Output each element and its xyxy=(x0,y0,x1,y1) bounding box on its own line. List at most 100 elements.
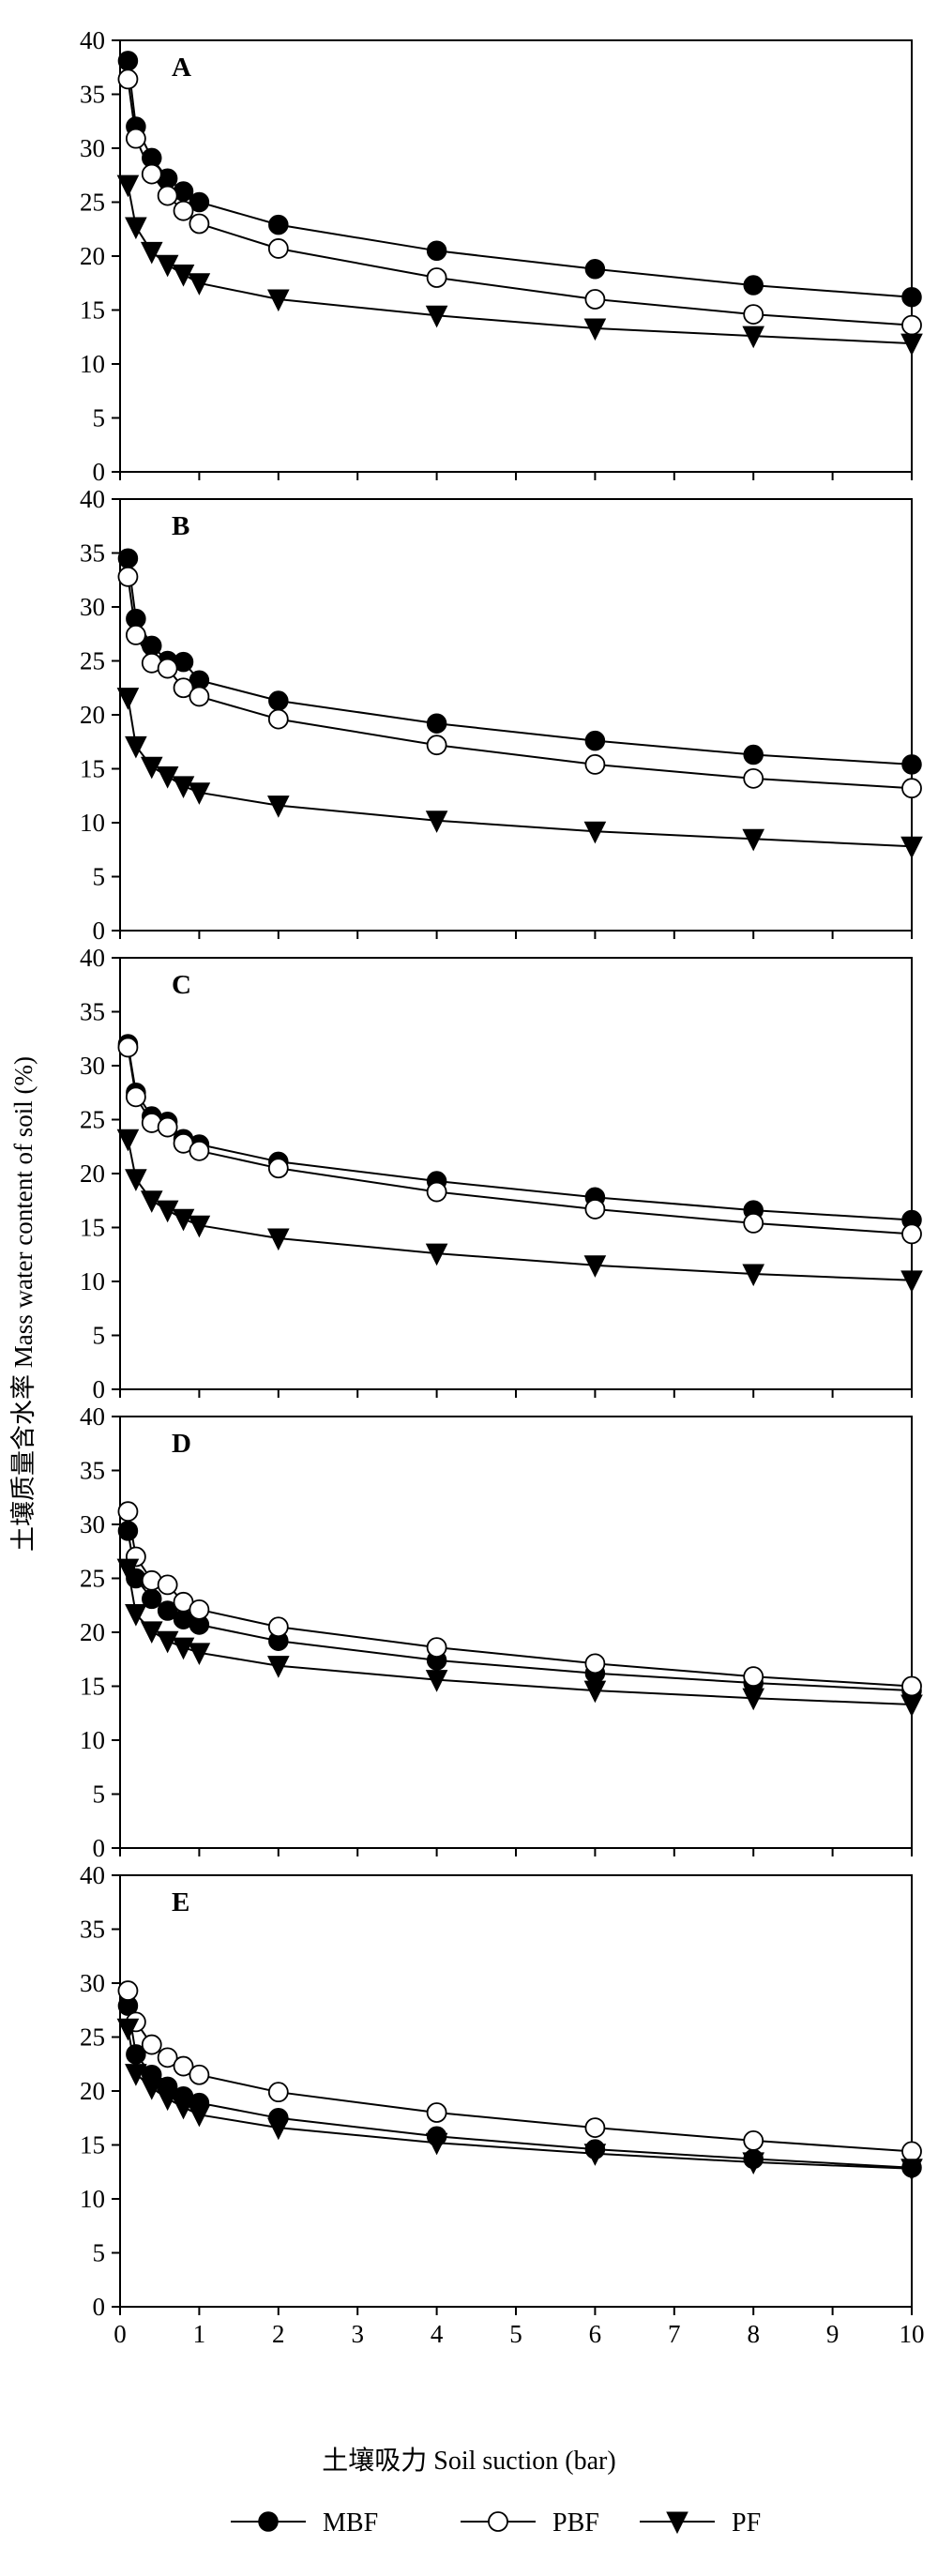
data-point xyxy=(900,333,923,356)
series-pf xyxy=(116,2018,923,2181)
data-point xyxy=(425,811,448,833)
data-point xyxy=(583,821,607,844)
data-point xyxy=(140,1621,163,1644)
data-point xyxy=(189,686,210,707)
data-point xyxy=(156,1630,179,1654)
plot-frame xyxy=(119,1874,913,2308)
legend-marker xyxy=(666,2511,688,2535)
data-point xyxy=(742,1688,765,1711)
y-tick-label: 5 xyxy=(93,404,106,432)
y-tick-label: 5 xyxy=(93,2239,106,2267)
panel-a: 0 5 10 15 20 25 30 35 40 A xyxy=(80,26,923,486)
y-tick-label: 40 xyxy=(80,26,105,54)
series-line-pbf xyxy=(127,1047,913,1235)
y-tick-label: 20 xyxy=(80,1618,105,1646)
y-tick-label: 0 xyxy=(93,917,106,945)
y-tick-label: 30 xyxy=(80,1052,105,1080)
y-tick-label: 35 xyxy=(80,998,105,1026)
data-point xyxy=(742,326,765,349)
data-point xyxy=(901,2141,922,2162)
y-tick-label: 15 xyxy=(80,755,105,783)
y-tick-label: 10 xyxy=(80,809,105,837)
data-point xyxy=(266,796,290,818)
data-point xyxy=(426,1181,447,1203)
data-point xyxy=(426,1637,447,1658)
data-point xyxy=(584,1199,606,1220)
y-tick-label: 40 xyxy=(80,1402,105,1431)
data-point xyxy=(584,259,606,280)
y-tick-label: 20 xyxy=(80,242,105,270)
data-point xyxy=(117,1521,139,1541)
data-point xyxy=(583,318,607,341)
data-point xyxy=(267,2082,289,2103)
data-point xyxy=(173,200,194,221)
data-point xyxy=(188,273,211,295)
data-point xyxy=(266,289,290,312)
data-point xyxy=(901,1223,922,1245)
data-point xyxy=(125,2064,147,2086)
panel-d: 0 5 10 15 20 25 30 35 40 D xyxy=(80,1402,923,1862)
data-point xyxy=(116,2018,140,2041)
data-point xyxy=(117,1501,139,1523)
data-point xyxy=(125,625,146,645)
series-mbf xyxy=(117,1521,922,1701)
data-point xyxy=(156,2088,179,2112)
y-tick-label: 30 xyxy=(80,593,105,621)
data-point xyxy=(743,304,764,326)
y-tick-label: 0 xyxy=(93,458,106,486)
data-point xyxy=(425,1670,448,1692)
series-pf xyxy=(116,174,923,356)
plot-frame xyxy=(119,39,913,473)
data-point xyxy=(900,1694,923,1718)
y-tick-label: 15 xyxy=(80,296,105,325)
data-point xyxy=(157,2047,178,2068)
y-tick-label: 30 xyxy=(80,1510,105,1538)
y-tick-label: 15 xyxy=(80,2131,105,2159)
y-tick-label: 25 xyxy=(80,2023,105,2052)
x-axis-label: 土壤吸力 Soil suction (bar) xyxy=(322,2446,615,2476)
y-tick-label: 20 xyxy=(80,2077,105,2105)
y-tick-label: 30 xyxy=(80,134,105,162)
y-tick-label: 0 xyxy=(93,2293,106,2321)
series-pbf xyxy=(117,1037,922,1245)
data-point xyxy=(172,1208,195,1232)
x-tick-label: 3 xyxy=(351,2320,364,2348)
data-point xyxy=(140,756,163,780)
data-point xyxy=(426,240,447,261)
legend-label: PF xyxy=(732,2508,761,2538)
y-tick-label: 35 xyxy=(80,1457,105,1485)
y-axis-label: 土壤质量含水率 Mass water content of soil (%) xyxy=(9,1056,38,1552)
data-point xyxy=(743,2129,764,2151)
data-point xyxy=(189,2064,210,2085)
data-point xyxy=(125,217,147,240)
series-mbf xyxy=(117,51,922,308)
data-point xyxy=(189,213,210,235)
data-point xyxy=(743,767,764,789)
legend-label: MBF xyxy=(323,2508,378,2538)
x-tick-label: 4 xyxy=(431,2320,444,2348)
data-point xyxy=(116,1129,140,1152)
y-tick-label: 15 xyxy=(80,1214,105,1242)
data-point xyxy=(189,191,210,213)
data-point xyxy=(583,1255,607,1278)
data-point xyxy=(125,1086,146,1108)
y-tick-label: 10 xyxy=(80,2185,105,2213)
data-point xyxy=(425,2132,448,2156)
data-point xyxy=(743,744,764,765)
y-tick-label: 35 xyxy=(80,1916,105,1944)
y-tick-label: 40 xyxy=(80,944,105,972)
data-point xyxy=(189,1599,210,1620)
x-tick-label: 2 xyxy=(272,2320,285,2348)
series-pf xyxy=(116,1558,923,1718)
y-tick-label: 40 xyxy=(80,1861,105,1889)
data-point xyxy=(189,1140,210,1161)
data-point xyxy=(140,241,163,265)
y-tick-label: 25 xyxy=(80,647,105,675)
x-tick-label: 5 xyxy=(509,2320,522,2348)
data-point xyxy=(584,2117,606,2139)
data-point xyxy=(901,314,922,336)
y-tick-label: 10 xyxy=(80,1267,105,1296)
y-tick-label: 20 xyxy=(80,1159,105,1188)
data-point xyxy=(172,2097,195,2120)
